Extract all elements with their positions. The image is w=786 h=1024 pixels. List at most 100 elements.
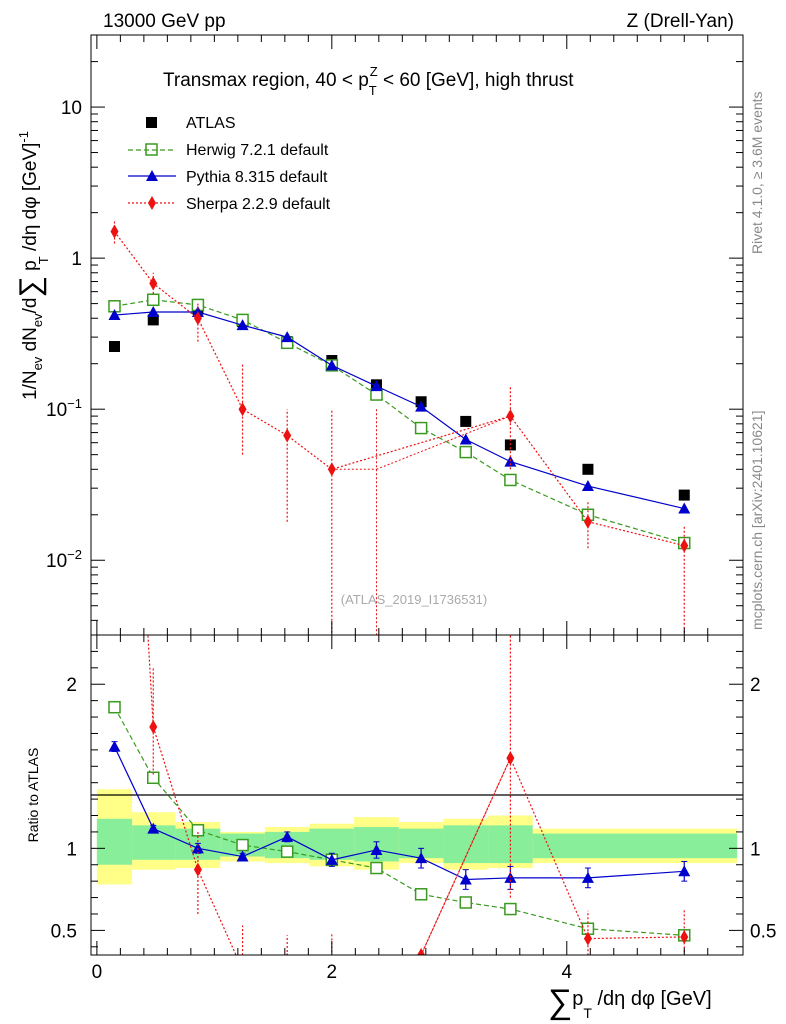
mcplots-label: mcplots.cern.ch [arXiv:2401.10621] [749, 411, 765, 630]
legend-label-herwig: Herwig 7.2.1 default [186, 142, 329, 159]
ratio-sherpa-marker-sherpa [110, 54, 118, 68]
ratio-herwig-marker-herwig [459, 896, 473, 909]
xtick-label: 4 [561, 962, 572, 983]
ratio-pythia-line [113, 746, 685, 881]
main-sherpa-marker-sherpa [680, 538, 689, 553]
ratio-pythia-marker-pythia [581, 871, 594, 883]
main-sherpa-marker-sherpa [110, 224, 119, 239]
main-sherpa-marker-sherpa [583, 514, 592, 529]
main-herwig-marker-herwig [147, 293, 160, 307]
main-pythia-marker-pythia [459, 433, 472, 445]
legend-marker-pythia [146, 170, 158, 181]
main-pythia-marker-pythia [108, 309, 121, 321]
main-herwig-marker-herwig [414, 421, 428, 435]
ratio-sherpa-gap-line [420, 757, 511, 955]
ratio-sherpa-marker-sherpa [239, 963, 247, 977]
svg-text:1/Nev dNev/d∑ pT /dη dφ [GeV]: 1/Nev dNev/d∑ pT /dη dφ [GeV]-1 [14, 131, 51, 400]
main-pythia-marker-pythia [415, 400, 428, 412]
main-pythia-marker-pythia [236, 319, 249, 331]
main-pythia-line [114, 311, 685, 510]
main-herwig-line [114, 299, 685, 544]
legend-marker-sherpa [148, 196, 156, 210]
ratio-sherpa-marker-sherpa [417, 948, 426, 955]
rivet-label: Rivet 4.1.0, ≥ 3.6M events [749, 91, 765, 254]
header-right: Z (Drell-Yan) [627, 11, 734, 32]
main-sherpa-gap-line [376, 415, 511, 470]
ratio-sherpa-marker-sherpa [680, 929, 689, 944]
ratio-pythia-marker-pythia [191, 842, 204, 854]
ratio-herwig-marker-herwig [370, 861, 383, 875]
ratio-ytick-label-left: 0.5 [51, 921, 77, 942]
main-ylabel: 1/Nev dNev/d∑ pT /dη dφ [GeV]-1 [14, 131, 51, 400]
ratio-ytick-label-right: 2 [750, 675, 761, 696]
legend: ATLAS Herwig 7.2.1 default Pythia 8.315 … [128, 115, 331, 213]
header-left: 13000 GeV pp [103, 11, 226, 32]
main-pythia-marker-pythia [281, 331, 294, 343]
legend-marker-atlas [146, 117, 157, 128]
main-title: Transmax region, 40 < pTZ < 60 [GeV], hi… [163, 64, 574, 98]
ratio-pythia-marker-pythia [236, 850, 249, 862]
xtick-label: 0 [92, 962, 103, 983]
main-ytick-exp: −2 [67, 547, 82, 562]
main-pythia-marker-pythia [581, 480, 594, 492]
ratio-ytick-label-left: 2 [66, 675, 77, 696]
ratio-stat-band [532, 833, 626, 859]
ratio-herwig-marker-herwig [280, 845, 294, 858]
main-herwig-marker-herwig [459, 445, 473, 459]
main-pythia-marker-pythia [325, 359, 338, 371]
main-atlas-marker-atlas [460, 415, 472, 427]
main-pythia-marker-pythia [678, 502, 691, 514]
watermark: (ATLAS_2019_I1736531) [341, 592, 487, 607]
ratio-stat-band [96, 818, 133, 865]
ratio-pythia-marker-pythia [281, 830, 294, 842]
main-atlas-marker-atlas [108, 341, 120, 353]
legend-label-pythia: Pythia 8.315 default [186, 169, 328, 186]
ratio-pythia-marker-pythia [415, 852, 428, 864]
ratio-pythia-marker-pythia [459, 873, 472, 885]
main-sherpa-marker-sherpa [149, 276, 158, 291]
main-atlas-marker-atlas [582, 463, 594, 475]
legend-marker-herwig [145, 143, 158, 156]
main-ytick-exp: −1 [67, 396, 82, 411]
ratio-herwig-line [113, 706, 685, 936]
ratio-ylabel: Ratio to ATLAS [25, 748, 41, 843]
ratio-pythia-marker-pythia [147, 822, 160, 834]
main-atlas-marker-atlas [147, 314, 159, 326]
xtick-label: 2 [327, 962, 338, 983]
ratio-ytick-label-right: 1 [750, 839, 761, 860]
ratio-sherpa-marker-sherpa [286, 952, 289, 955]
ratio-herwig-marker-herwig [414, 888, 428, 901]
main-ytick-label: 1 [71, 249, 82, 270]
main-ytick-label: 10 [61, 98, 82, 119]
main-sherpa-marker-sherpa [238, 402, 247, 417]
main-sherpa-line [114, 231, 685, 547]
ratio-frame [90, 634, 744, 956]
ratio-herwig-marker-herwig [504, 902, 517, 916]
ratio-pythia-marker-pythia [370, 843, 383, 855]
legend-label-sherpa: Sherpa 2.2.9 default [186, 196, 331, 213]
ratio-sherpa-marker-sherpa [583, 931, 592, 946]
ratio-sherpa-marker-sherpa [372, 973, 380, 987]
ratio-panel: 2 2 1 1 0.5 0.5 0 2 4 Ratio to ATLAS ∑pT /dη dφ … [25, 54, 776, 1021]
main-ytick-label: 10−2 [46, 547, 82, 572]
main-sherpa-marker-sherpa [193, 311, 202, 326]
ratio-ytick-label-right: 0.5 [750, 921, 776, 942]
main-pythia-marker-pythia [147, 305, 160, 317]
ratio-pythia-marker-pythia [325, 853, 338, 865]
main-herwig-marker-herwig [504, 473, 517, 487]
legend-label-atlas: ATLAS [186, 115, 236, 132]
main-pythia-marker-pythia [370, 380, 383, 392]
ratio-herwig-marker-herwig [191, 824, 205, 837]
main-sherpa-marker-sherpa [283, 428, 292, 443]
ratio-pythia-marker-pythia [108, 740, 121, 752]
ratio-pythia-marker-pythia [678, 865, 691, 877]
ratio-herwig-marker-herwig [108, 700, 121, 714]
main-ytick-label: 10−1 [46, 396, 82, 421]
ratio-stat-band [625, 833, 738, 859]
main-ytick-base: 10 [46, 551, 67, 572]
main-atlas-marker-atlas [678, 489, 690, 501]
ratio-ytick-label-left: 1 [66, 839, 77, 860]
ratio-herwig-marker-herwig [147, 771, 160, 785]
